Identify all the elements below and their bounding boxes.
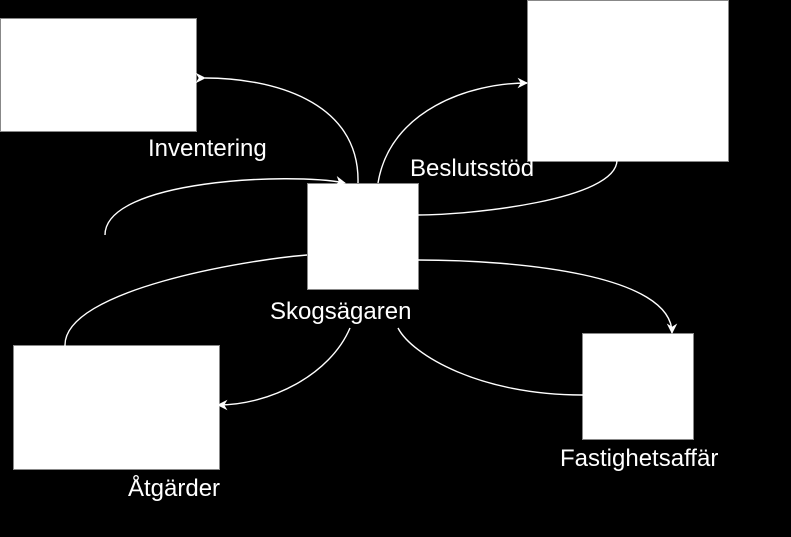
edge-arrow xyxy=(417,260,672,333)
label-inventering: Inventering xyxy=(148,135,267,163)
node-inventering xyxy=(0,18,197,132)
label-skogsagaren: Skogsägaren xyxy=(270,298,411,326)
label-beslutsstod: Beslutsstöd xyxy=(410,155,534,183)
node-atgarder xyxy=(13,345,220,470)
node-beslutsstod xyxy=(527,0,729,162)
edge-arrow xyxy=(218,328,350,405)
edge-arrow xyxy=(205,78,358,183)
label-fastighetsaffar: Fastighetsaffär xyxy=(560,445,718,473)
label-atgarder: Åtgärder xyxy=(128,475,220,503)
edge-arrow xyxy=(398,328,582,395)
node-fastighetsaffar xyxy=(582,333,694,440)
node-skogsagaren xyxy=(307,183,419,290)
